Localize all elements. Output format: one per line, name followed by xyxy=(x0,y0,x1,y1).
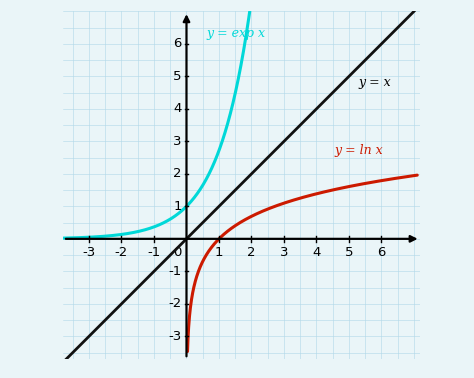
Text: 3: 3 xyxy=(280,246,288,259)
Text: -3: -3 xyxy=(82,246,96,259)
Text: 4: 4 xyxy=(312,246,321,259)
Text: 5: 5 xyxy=(345,246,353,259)
Text: y = x: y = x xyxy=(359,76,392,89)
Text: -1: -1 xyxy=(147,246,161,259)
Text: 2: 2 xyxy=(173,167,182,180)
Text: -3: -3 xyxy=(168,330,182,343)
Text: y = ln x: y = ln x xyxy=(334,144,383,157)
Text: 4: 4 xyxy=(173,102,182,115)
Text: 2: 2 xyxy=(247,246,256,259)
Text: 6: 6 xyxy=(173,37,182,50)
Text: 6: 6 xyxy=(377,246,386,259)
Text: -1: -1 xyxy=(168,265,182,278)
Text: -2: -2 xyxy=(115,246,128,259)
Text: 3: 3 xyxy=(173,135,182,148)
Text: 5: 5 xyxy=(173,70,182,83)
Text: 1: 1 xyxy=(173,200,182,213)
Text: 0: 0 xyxy=(173,246,182,259)
Text: y = exp x: y = exp x xyxy=(206,27,265,40)
Text: 1: 1 xyxy=(215,246,223,259)
Text: -2: -2 xyxy=(168,297,182,310)
